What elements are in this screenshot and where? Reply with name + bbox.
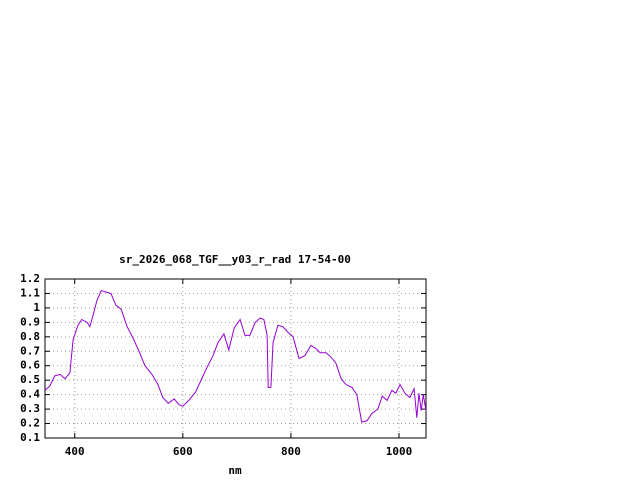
x-tick-label: 600 (173, 445, 193, 458)
y-tick-label: 0.5 (20, 373, 40, 386)
plot-frame (44, 278, 427, 439)
x-tick-label: 400 (65, 445, 85, 458)
y-tick-label: 0.9 (20, 315, 40, 328)
x-tick-label: 800 (281, 445, 301, 458)
y-tick-label: 0.1 (20, 431, 40, 444)
data-line (44, 289, 427, 423)
y-tick-label: 1.1 (20, 286, 40, 299)
y-tick-label: 1.2 (20, 272, 40, 285)
y-tick-label: 0.7 (20, 344, 40, 357)
y-tick-label: 0.2 (20, 417, 40, 430)
y-tick-label: 1 (33, 301, 40, 314)
chart-title: sr_2026_068_TGF__y03_r_rad 17-54-00 (119, 253, 351, 266)
y-tick-label: 0.8 (20, 330, 40, 343)
y-tick-label: 0.4 (20, 388, 40, 401)
y-tick-label: 0.6 (20, 359, 40, 372)
x-axis-label: nm (228, 464, 242, 477)
x-tick-label: 1000 (386, 445, 413, 458)
y-tick-label: 0.3 (20, 402, 40, 415)
